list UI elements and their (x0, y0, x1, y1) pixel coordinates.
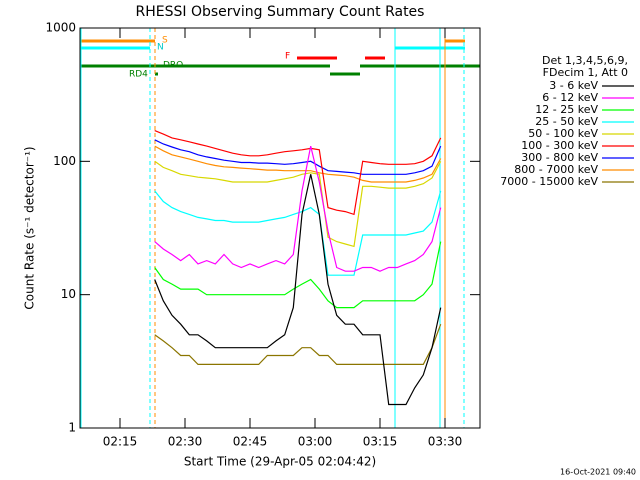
series-line (154, 190, 442, 276)
x-tick-label: 02:30 (168, 435, 203, 449)
x-tick-label: 02:45 (233, 435, 268, 449)
legend-label: 800 - 7000 keV (514, 163, 598, 176)
plot-frame (79, 27, 481, 429)
series-line (154, 174, 442, 406)
footer: 16-Oct-2021 09:40 (560, 468, 636, 477)
x-tick-label: 03:00 (298, 435, 333, 449)
status-bars (80, 39, 480, 76)
y-tick-label: 1 (68, 421, 76, 435)
series-line (154, 145, 442, 183)
legend-label: 12 - 25 keV (535, 103, 598, 116)
series-line (154, 130, 442, 216)
x-tick-label: 02:15 (103, 435, 138, 449)
legend-label: 3 - 6 keV (549, 79, 598, 92)
y-tick-label: 10 (61, 287, 76, 301)
legend-label: 25 - 50 keV (535, 115, 598, 128)
series-line (154, 241, 442, 309)
y-tick-label: 100 (53, 154, 76, 168)
annotation: F (285, 52, 290, 62)
series-line (154, 139, 442, 175)
legend-label: 50 - 100 keV (528, 127, 598, 140)
legend-title: Det 1,3,4,5,6,9, (542, 54, 628, 67)
x-tick-label: 03:15 (363, 435, 398, 449)
x-axis-label: Start Time (29-Apr-05 02:04:42) (184, 455, 376, 469)
legend-title: FDecim 1, Att 0 (543, 66, 628, 79)
series-line (154, 145, 442, 272)
legend-label: 300 - 800 keV (521, 151, 598, 164)
legend-label: 6 - 12 keV (542, 91, 598, 104)
series-line (154, 160, 442, 248)
chart-title: RHESSI Observing Summary Count Rates (136, 4, 425, 20)
y-tick-label: 1000 (45, 21, 76, 35)
legend-label: 100 - 300 keV (521, 139, 598, 152)
y-axis-label: Count Rate (s⁻¹ detector⁻¹) (23, 146, 37, 309)
annotation: N (157, 43, 164, 53)
annotation: DRO (163, 61, 183, 71)
legend-label: 7000 - 15000 keV (500, 175, 598, 188)
annotation: RD4 (129, 70, 148, 80)
vertical-markers (80, 28, 465, 428)
annotation: S (162, 36, 168, 46)
series-line (154, 323, 442, 365)
x-tick-label: 03:30 (428, 435, 463, 449)
